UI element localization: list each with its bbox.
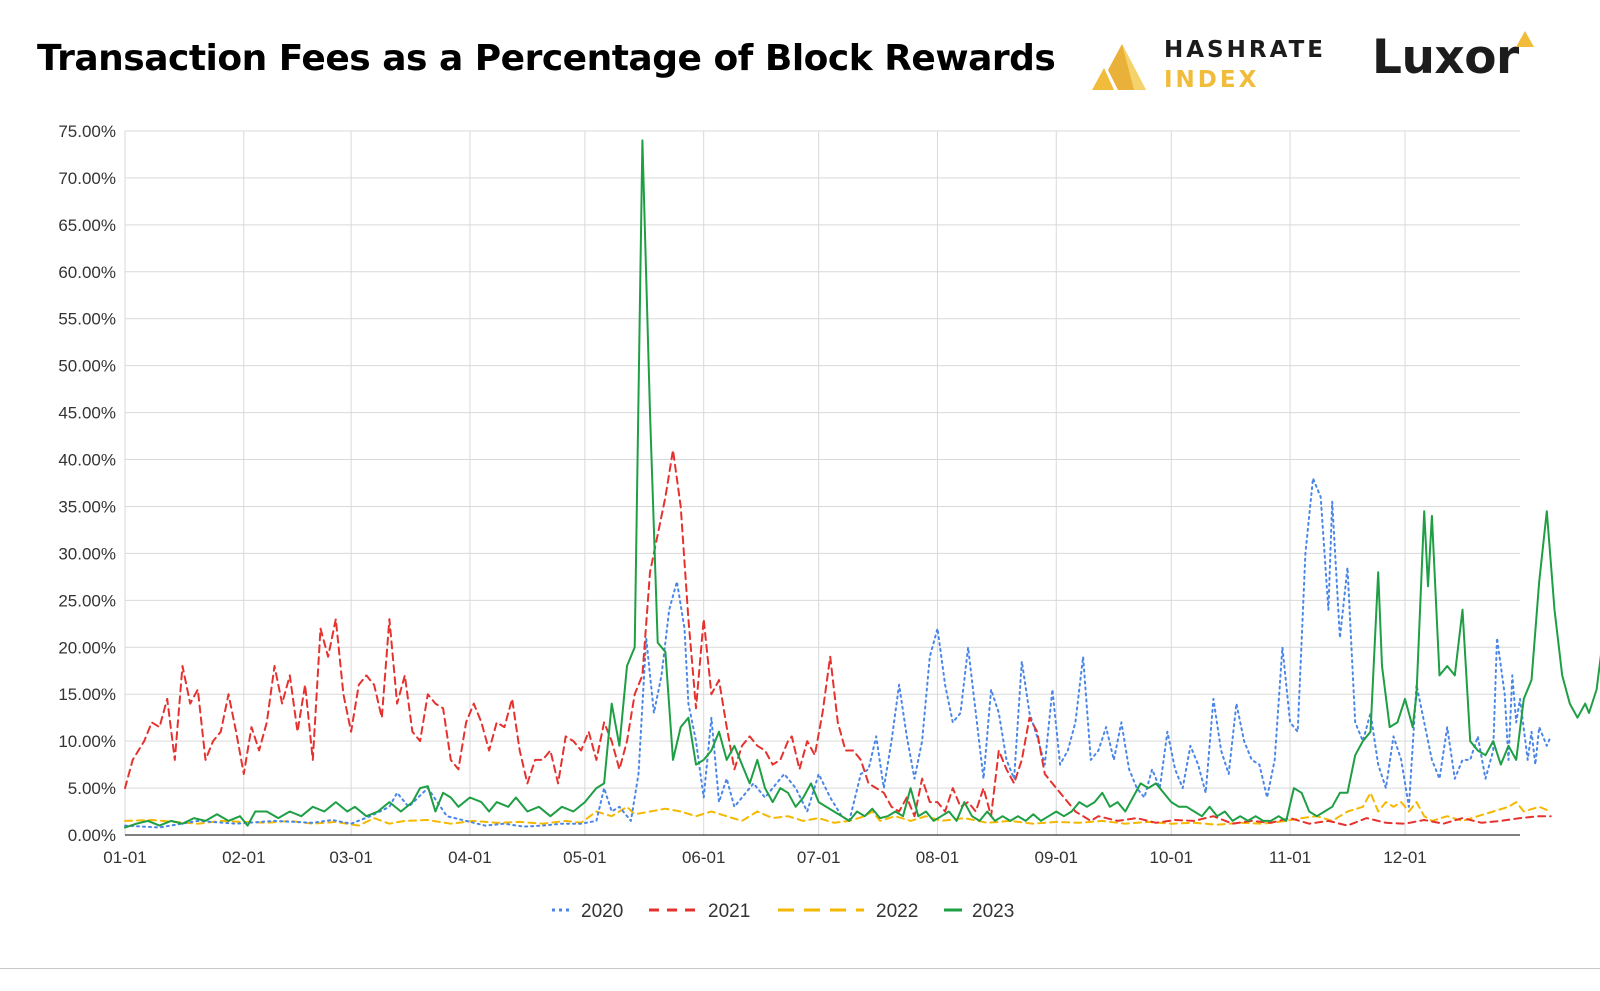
y-tick-label: 25.00%: [58, 591, 116, 610]
x-tick-label: 02-01: [222, 848, 265, 867]
y-tick-label: 35.00%: [58, 497, 116, 516]
axis-labels: 0.00% 5.00% 10.00% 15.00% 20.00% 25.00% 30.00%…: [58, 122, 1426, 867]
legend: 2020 2021 2022 2023: [552, 901, 1014, 922]
gridlines: [124, 130, 1520, 836]
y-tick-label: 70.00%: [58, 169, 116, 188]
y-tick-label: 40.00%: [58, 451, 116, 470]
y-tick-label: 10.00%: [58, 732, 116, 751]
x-tick-label: 09-01: [1035, 848, 1078, 867]
x-tick-label: 06-01: [682, 848, 725, 867]
series-line-2022: [124, 791, 1552, 827]
y-tick-label: 15.00%: [58, 685, 116, 704]
y-tick-label: 50.00%: [58, 357, 116, 376]
y-tick-label: 30.00%: [58, 544, 116, 563]
x-tick-label: 04-01: [448, 848, 491, 867]
x-tick-label: 03-01: [329, 848, 372, 867]
x-tick-label: 11-01: [1269, 848, 1311, 867]
hashrate-brand-line2: INDEX: [1164, 67, 1260, 93]
x-tick-label: 08-01: [916, 848, 959, 867]
y-tick-label: 5.00%: [68, 779, 116, 798]
x-tick-label: 01-01: [103, 848, 146, 867]
y-tick-label: 55.00%: [58, 310, 116, 329]
series-line-2020: [124, 477, 1552, 829]
x-tick-label: 07-01: [797, 848, 840, 867]
series-line-2021: [124, 449, 1552, 827]
x-tick-label: 05-01: [563, 848, 606, 867]
hashrate-triangle-icon: [1092, 44, 1146, 90]
x-tick-label: 12-01: [1383, 848, 1426, 867]
luxor-brand-text: Luxor: [1372, 30, 1519, 85]
legend-label-2023: 2023: [972, 901, 1014, 922]
y-tick-label: 65.00%: [58, 216, 116, 235]
x-tick-label: 10-01: [1150, 848, 1193, 867]
legend-label-2021: 2021: [708, 901, 750, 922]
luxor-logo: Luxor: [1372, 30, 1542, 94]
chart-title: Transaction Fees as a Percentage of Bloc…: [37, 38, 1056, 79]
y-tick-label: 60.00%: [58, 263, 116, 282]
y-tick-label: 75.00%: [58, 122, 116, 141]
hashrate-brand-line1: HASHRATE: [1164, 37, 1326, 63]
bottom-divider: [0, 968, 1600, 969]
legend-label-2020: 2020: [581, 901, 623, 922]
hashrate-index-logo: HASHRATE INDEX: [1090, 36, 1330, 96]
series-lines: [124, 139, 1600, 829]
y-tick-label: 0.00%: [68, 826, 116, 845]
legend-label-2022: 2022: [876, 901, 918, 922]
luxor-triangle-icon: [1516, 31, 1534, 47]
y-tick-label: 20.00%: [58, 638, 116, 657]
y-tick-label: 45.00%: [58, 404, 116, 423]
series-line-2023: [124, 139, 1600, 829]
